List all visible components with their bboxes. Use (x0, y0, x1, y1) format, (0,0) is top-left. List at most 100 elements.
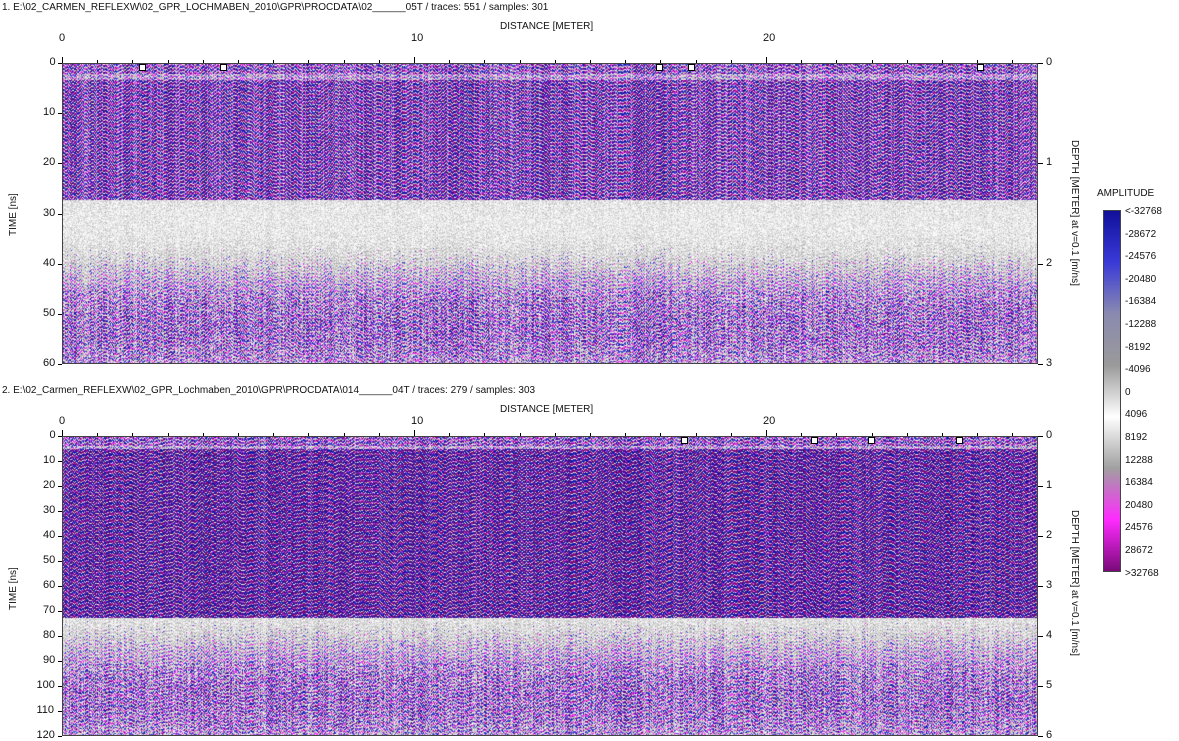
y-tick-mark (58, 113, 62, 115)
amplitude-colorbar (1103, 210, 1121, 572)
x-tick-mark (554, 60, 556, 63)
profile2-radargram[interactable] (62, 436, 1038, 736)
y-tick-label: 0 (49, 429, 56, 441)
y-tick-label: 50 (43, 306, 56, 319)
y-tick-mark (58, 313, 62, 315)
y-tick-mark (58, 736, 62, 737)
x-tick-mark (414, 430, 415, 436)
x-tick-mark (62, 57, 63, 63)
depth-tick-label: 2 (1046, 529, 1053, 541)
x-tick-mark (273, 60, 275, 63)
legend-label: >32768 (1125, 567, 1159, 579)
x-tick-mark (977, 60, 979, 63)
x-tick-mark (730, 433, 732, 436)
trace-marker (681, 437, 689, 444)
profile2-header: 2. E:\02_Carmen_REFLEXW\02_GPR_Lochmaben… (2, 385, 536, 396)
y-tick-label: 30 (43, 504, 56, 516)
legend-label: 0 (1125, 386, 1131, 398)
x-tick-mark (484, 60, 486, 63)
y-tick-mark (58, 661, 62, 662)
y-tick-label: 70 (43, 604, 56, 616)
x-tick-mark (343, 60, 345, 63)
y-tick-mark (58, 213, 62, 215)
y-tick-label: 20 (43, 479, 56, 491)
x-tick-mark (695, 60, 697, 63)
legend-label: -12288 (1125, 319, 1157, 330)
x-tick-label: 20 (763, 32, 776, 44)
x-tick-mark (766, 57, 767, 63)
y-tick-mark (58, 561, 62, 562)
x-tick-mark (871, 433, 873, 436)
legend-label: -4096 (1125, 364, 1151, 376)
legend-label: <-32768 (1125, 206, 1162, 217)
y-tick-label: 50 (43, 554, 56, 566)
depth-tick-mark (1038, 486, 1043, 487)
legend-label: 12288 (1125, 454, 1153, 466)
x-tick-mark (977, 433, 979, 436)
x-tick-label: 0 (59, 32, 66, 44)
profile1-radargram[interactable] (62, 63, 1038, 364)
x-tick-mark (519, 433, 521, 436)
profile1-depth-title: DEPTH [METER] at v=0.1 [m/ns] (1069, 140, 1080, 286)
x-tick-mark (519, 60, 521, 63)
x-tick-mark (660, 60, 662, 63)
legend-label: 4096 (1125, 409, 1148, 421)
trace-marker (688, 64, 696, 71)
y-tick-mark (58, 686, 62, 687)
x-tick-mark (202, 60, 204, 63)
depth-tick-mark (1038, 63, 1043, 64)
depth-tick-mark (1038, 736, 1043, 737)
y-tick-mark (58, 536, 62, 537)
y-tick-mark (58, 364, 62, 365)
depth-tick-label: 0 (1046, 429, 1053, 441)
x-tick-mark (1012, 60, 1014, 63)
y-tick-mark (58, 611, 62, 612)
legend-label: -16384 (1125, 296, 1157, 308)
x-tick-label: 10 (411, 32, 424, 44)
depth-tick-mark (1038, 163, 1043, 165)
profile2-x-title: DISTANCE [METER] (500, 404, 594, 415)
x-tick-label: 20 (763, 415, 776, 427)
depth-tick-label: 6 (1046, 729, 1053, 741)
profile2-depth-title: DEPTH [METER] at v=0.1 [m/ns] (1069, 510, 1080, 656)
x-tick-mark (836, 60, 838, 63)
x-tick-mark (238, 60, 239, 63)
y-tick-label: 90 (43, 654, 56, 666)
x-tick-mark (238, 433, 239, 436)
y-tick-mark (58, 263, 62, 265)
x-tick-mark (554, 433, 556, 436)
trace-marker (219, 64, 227, 71)
x-tick-mark (942, 60, 943, 63)
y-tick-label: 60 (43, 579, 56, 591)
x-tick-mark (801, 433, 803, 436)
x-tick-mark (801, 60, 803, 63)
x-tick-mark (906, 433, 908, 436)
x-tick-mark (625, 433, 627, 436)
trace-marker (656, 64, 664, 71)
y-tick-label: 40 (43, 529, 56, 541)
y-tick-label: 120 (36, 729, 55, 741)
x-tick-mark (906, 60, 908, 63)
y-tick-mark (58, 511, 62, 512)
depth-tick-mark (1038, 586, 1043, 587)
x-tick-mark (660, 433, 662, 436)
x-tick-mark (167, 60, 169, 63)
legend-label: 20480 (1125, 499, 1153, 511)
legend-label: -28672 (1125, 228, 1157, 240)
x-tick-mark (132, 60, 134, 63)
x-tick-mark (942, 433, 943, 436)
depth-tick-mark (1038, 536, 1043, 537)
x-tick-label: 10 (411, 415, 424, 427)
x-tick-mark (836, 433, 838, 436)
depth-tick-label: 1 (1046, 479, 1053, 491)
x-tick-mark (590, 60, 591, 63)
y-tick-mark (58, 436, 62, 437)
legend-title: AMPLITUDE (1097, 188, 1155, 199)
y-tick-label: 30 (43, 206, 56, 219)
x-tick-mark (449, 433, 451, 436)
depth-tick-label: 5 (1046, 679, 1053, 691)
x-tick-mark (695, 433, 697, 436)
x-tick-mark (730, 60, 732, 63)
x-tick-label: 0 (59, 415, 66, 427)
depth-tick-label: 3 (1046, 357, 1053, 369)
